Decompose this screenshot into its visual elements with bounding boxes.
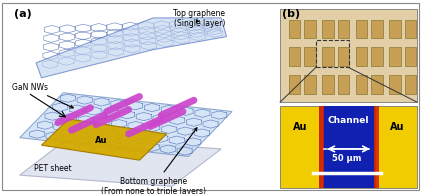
Text: Au: Au [293,122,307,132]
FancyBboxPatch shape [371,20,383,38]
Polygon shape [20,93,232,156]
FancyBboxPatch shape [2,3,419,190]
Polygon shape [36,18,227,78]
Text: (b): (b) [281,9,300,18]
FancyBboxPatch shape [375,106,376,188]
FancyBboxPatch shape [319,106,320,188]
Text: Bottom graphene
(From none to triple layers): Bottom graphene (From none to triple lay… [100,128,206,194]
FancyBboxPatch shape [338,47,349,66]
Polygon shape [41,119,167,160]
FancyBboxPatch shape [322,47,333,66]
FancyBboxPatch shape [304,47,316,66]
FancyBboxPatch shape [356,47,367,66]
FancyBboxPatch shape [323,106,374,188]
FancyBboxPatch shape [356,20,367,38]
Text: 50 μm: 50 μm [333,154,362,163]
Text: GaN NWs: GaN NWs [11,83,73,108]
Text: Au: Au [390,122,404,132]
FancyBboxPatch shape [389,20,400,38]
FancyBboxPatch shape [405,20,417,38]
FancyBboxPatch shape [371,75,383,94]
Polygon shape [20,138,221,186]
Text: PET sheet: PET sheet [34,164,71,173]
FancyBboxPatch shape [322,20,333,38]
FancyBboxPatch shape [405,47,417,66]
FancyBboxPatch shape [322,75,333,94]
FancyBboxPatch shape [289,47,300,66]
FancyBboxPatch shape [375,106,376,188]
Text: Au: Au [95,136,108,145]
FancyBboxPatch shape [280,106,417,188]
Text: Top graphene
(Single layer): Top graphene (Single layer) [173,9,225,28]
FancyBboxPatch shape [374,106,375,188]
FancyBboxPatch shape [405,75,417,94]
FancyBboxPatch shape [320,106,321,188]
FancyBboxPatch shape [322,106,323,188]
Text: (a): (a) [14,9,32,18]
FancyBboxPatch shape [375,106,376,188]
FancyBboxPatch shape [289,20,300,38]
FancyBboxPatch shape [289,75,300,94]
FancyBboxPatch shape [338,20,349,38]
FancyBboxPatch shape [321,106,322,188]
FancyBboxPatch shape [356,75,367,94]
FancyBboxPatch shape [371,47,383,66]
FancyBboxPatch shape [338,75,349,94]
FancyBboxPatch shape [389,75,400,94]
FancyBboxPatch shape [373,106,379,188]
FancyBboxPatch shape [304,75,316,94]
FancyBboxPatch shape [319,106,324,188]
FancyBboxPatch shape [304,20,316,38]
FancyBboxPatch shape [374,106,375,188]
FancyBboxPatch shape [280,9,417,102]
Text: Channel: Channel [328,116,369,125]
FancyBboxPatch shape [389,47,400,66]
